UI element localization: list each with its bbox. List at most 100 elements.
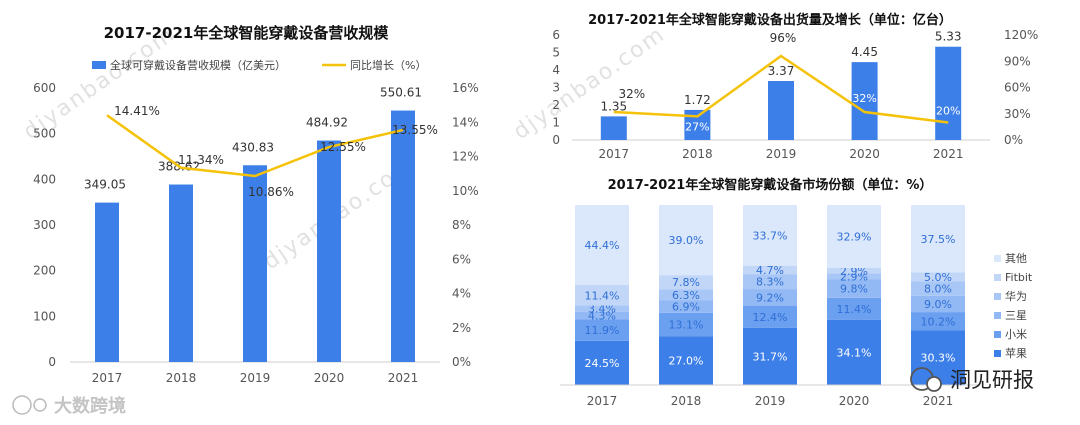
share-segment-label: 7.8% — [672, 276, 700, 289]
share-segment-label: 8.3% — [756, 276, 784, 289]
share-segment — [659, 205, 713, 276]
y2-tick-label: 14% — [452, 115, 479, 129]
x-tick-label: 2021 — [388, 371, 419, 385]
share-segment-label: 4.3% — [588, 310, 616, 323]
revenue-bar-label: 349.05 — [84, 178, 126, 192]
y-tick-label: 5 — [552, 46, 560, 60]
y-tick-label: 200 — [33, 264, 56, 278]
share-segment-label: 31.7% — [753, 350, 788, 363]
y2-tick-label: 10% — [452, 184, 479, 198]
share-segment-label: 11.4% — [837, 303, 872, 316]
y2-tick-label: 12% — [452, 150, 479, 164]
share-segment-label: 10.2% — [921, 315, 956, 328]
share-segment-label: 2.9% — [840, 265, 868, 278]
x-tick-label: 2017 — [587, 394, 618, 408]
shipment-chart-bars: 1.35 1.72 3.37 4.45 5.33 — [600, 30, 962, 140]
logo-right-text: 洞见研报 — [950, 368, 1034, 392]
y2-tick-label: 2% — [452, 321, 471, 335]
share-segment — [575, 340, 629, 385]
share-segment — [827, 279, 881, 298]
share-segment-label: 39.0% — [669, 234, 704, 247]
y-tick-label: 2 — [552, 98, 560, 112]
share-segment-label: 11.9% — [585, 324, 620, 337]
share-segment — [827, 205, 881, 268]
share-segment-label: 9.2% — [756, 291, 784, 304]
share-segment-label: 3.4% — [588, 303, 616, 316]
logo-left: 大数跨境 — [12, 395, 126, 417]
x-tick-label: 2019 — [240, 371, 271, 385]
shipment-bar — [600, 116, 627, 140]
legend-bar-swatch — [92, 61, 106, 69]
revenue-chart: 2017-2021年全球智能穿戴设备营收规模 全球可穿戴设备营收规模（亿美元） … — [33, 24, 479, 385]
shipment-growth-label: 96% — [770, 31, 797, 45]
revenue-bar-label: 484.92 — [306, 116, 348, 130]
y2-tick-label: 8% — [452, 218, 471, 232]
watermark-right: djyanbao.com — [509, 22, 670, 145]
share-segment-label: 2.9% — [840, 270, 868, 283]
share-segment-label: 24.5% — [585, 357, 620, 370]
share-segment-label: 30.3% — [921, 352, 956, 365]
revenue-bar — [243, 165, 267, 362]
share-segment — [827, 273, 881, 280]
share-segment — [575, 205, 629, 285]
shipment-bar — [768, 81, 794, 140]
legend-label: 三星 — [1005, 309, 1027, 322]
growth-label: 13.55% — [392, 123, 438, 137]
share-segment — [575, 285, 629, 306]
share-segment — [911, 330, 965, 385]
legend-swatch — [994, 274, 1001, 281]
revenue-bar — [95, 202, 119, 362]
share-segment — [911, 272, 965, 282]
logo-left-icon-dot — [33, 398, 47, 412]
x-tick-label: 2020 — [849, 147, 880, 161]
y2-tick-label: 60% — [1004, 81, 1031, 95]
share-segment-label: 32.9% — [837, 231, 872, 244]
growth-label: 10.86% — [248, 185, 294, 199]
legend-label: 苹果 — [1005, 346, 1027, 360]
legend-swatch — [994, 312, 1001, 319]
logo-left-text: 大数跨境 — [54, 395, 126, 417]
share-segment — [659, 300, 713, 313]
revenue-chart-legend: 全球可穿戴设备营收规模（亿美元） 同比增长（%） — [92, 58, 426, 72]
share-segment — [575, 319, 629, 341]
legend-swatch — [994, 293, 1001, 300]
shipment-growth-label: 32% — [618, 87, 645, 101]
share-segment — [659, 275, 713, 290]
legend-bar-label: 全球可穿戴设备营收规模（亿美元） — [110, 58, 286, 72]
share-segment-label: 9.8% — [840, 282, 868, 295]
revenue-chart-axes: 0 100 200 300 400 500 600 0% 2% 4% 6% 8% 10% 12% 14% 16… — [33, 81, 479, 385]
revenue-chart-growth-line: 14.41% 11.34% 10.86% 12.55% 13.55% — [106, 104, 438, 199]
y-tick-label: 600 — [33, 81, 56, 95]
share-segment-label: 44.4% — [585, 239, 620, 252]
share-segment-label: 5.0% — [924, 271, 952, 284]
share-segment — [659, 312, 713, 337]
share-segment-label: 33.7% — [753, 229, 788, 242]
y2-tick-label: 4% — [452, 287, 471, 301]
shipment-chart-title: 2017-2021年全球智能穿戴设备出货量及增长（单位：亿台） — [588, 12, 952, 28]
share-segment — [911, 295, 965, 313]
shipment-growth-label: 20% — [936, 105, 960, 118]
x-tick-label: 2017 — [599, 147, 630, 161]
shipment-bar-label: 1.35 — [600, 99, 627, 113]
y2-tick-label: 0% — [1004, 133, 1023, 147]
shipment-chart: 2017-2021年全球智能穿戴设备出货量及增长（单位：亿台） 01234560… — [552, 12, 1038, 161]
growth-label: 12.55% — [320, 140, 366, 154]
share-segment-label: 6.9% — [672, 301, 700, 314]
y-tick-label: 100 — [33, 309, 56, 323]
legend-label: 其他 — [1005, 252, 1027, 265]
market-share-chart: 2017-2021年全球智能穿戴设备市场份额（单位：%） 24.5%11.9%4… — [560, 177, 1033, 408]
y-tick-label: 6 — [552, 28, 560, 42]
shipment-bar-label: 4.45 — [851, 45, 878, 59]
share-segment-label: 34.1% — [837, 346, 872, 359]
legend-label: Fitbit — [1005, 271, 1033, 284]
y-tick-label: 4 — [552, 63, 560, 77]
share-segment-label: 12.4% — [753, 311, 788, 324]
revenue-bar — [317, 140, 341, 362]
x-tick-label: 2018 — [682, 147, 713, 161]
share-segment-label: 4.7% — [756, 264, 784, 277]
growth-label: 11.34% — [178, 153, 224, 167]
y-tick-label: 0 — [552, 133, 560, 147]
x-tick-label: 2018 — [166, 371, 197, 385]
